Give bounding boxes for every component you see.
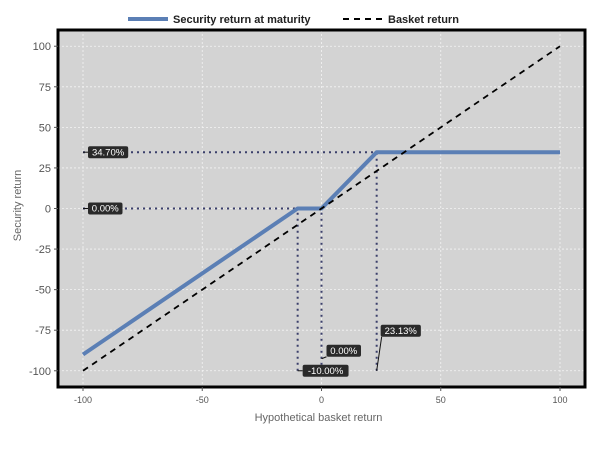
y-tick-label: 50	[39, 122, 51, 134]
series-layer	[81, 45, 561, 372]
annotation-label: -10.00%	[308, 366, 344, 377]
x-axis-ticks: -100 -50 0 50 100	[74, 387, 568, 405]
annotation-label: 0.00%	[92, 204, 119, 215]
y-tick-label: 75	[39, 82, 51, 94]
y-axis-title: Security return	[12, 170, 24, 242]
series-line-basket-return	[82, 45, 561, 372]
y-tick-label: 25	[39, 163, 51, 175]
annotation-connector	[321, 356, 327, 360]
legend: Security return at maturity Basket return	[128, 14, 459, 26]
y-tick-label: 0	[45, 204, 51, 216]
y-tick-label: -50	[35, 285, 51, 297]
y-tick-label: -100	[29, 366, 51, 378]
annotation-box	[302, 364, 349, 377]
y-tick-label: 100	[33, 41, 51, 53]
x-tick-label: -100	[74, 395, 92, 405]
annotation-label: 34.70%	[92, 147, 125, 158]
y-tick-label: -25	[35, 244, 51, 256]
annotation-box	[380, 324, 421, 337]
legend-label: Security return at maturity	[173, 14, 311, 26]
x-tick-label: 0	[319, 395, 324, 405]
annotation-box	[88, 146, 129, 159]
x-axis-title: Hypothetical basket return	[255, 412, 383, 424]
legend-label: Basket return	[388, 14, 459, 26]
annotation-label: 0.00%	[330, 346, 357, 357]
x-tick-label: -50	[196, 395, 209, 405]
y-axis-ticks: 100 75 50 25 0 -25 -50 -75 -100	[29, 41, 58, 378]
annotation-box	[88, 202, 123, 215]
guide-layer	[83, 151, 378, 371]
annotation-box	[326, 344, 361, 357]
annotation-label: 23.13%	[385, 326, 418, 337]
annotation-connector	[376, 336, 383, 371]
x-tick-label: 50	[436, 395, 446, 405]
x-tick-label: 100	[552, 395, 567, 405]
y-tick-label: -75	[35, 325, 51, 337]
annotation-layer: 34.70% 0.00% -10.00% 0.00% 23.13%	[83, 146, 421, 377]
